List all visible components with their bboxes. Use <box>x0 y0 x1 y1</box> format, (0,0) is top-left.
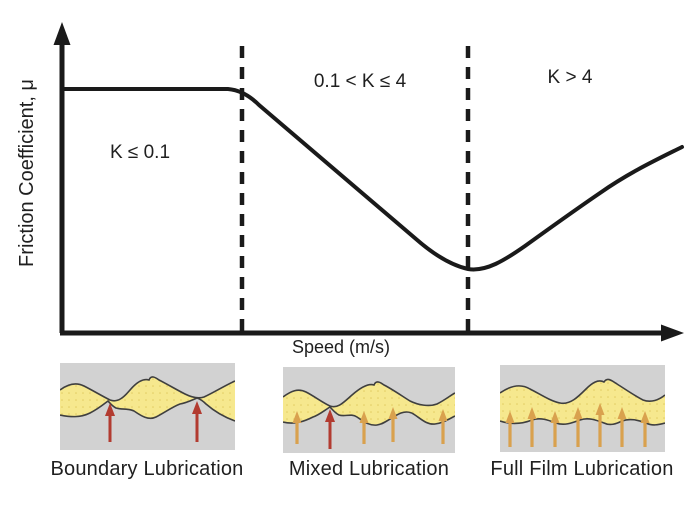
full-film-lubrication-svg <box>499 365 666 452</box>
upper-surface-profile <box>499 378 666 405</box>
x-axis-label: Speed (m/s) <box>292 337 390 357</box>
caption-boundary-lubrication: Boundary Lubrication <box>50 458 244 480</box>
pressure-arrow-head <box>527 407 537 419</box>
pressure-arrow-icon <box>617 407 627 447</box>
pressure-arrow-icon <box>359 411 369 444</box>
mixed-lubrication-illustration <box>282 367 456 453</box>
pressure-arrow-icon <box>640 411 650 447</box>
y-axis-label: Friction Coefficient, μ <box>16 79 38 267</box>
contact-arrow-icon <box>192 401 202 442</box>
upper-surface-profile <box>282 381 456 408</box>
lubricant-band <box>283 381 455 426</box>
pressure-arrow-head <box>617 407 627 419</box>
pressure-arrow-icon <box>505 411 515 447</box>
pressure-arrow-icon <box>388 407 398 442</box>
pressure-arrow-head <box>595 403 605 415</box>
friction-curve <box>60 87 684 272</box>
contact-arrow-head <box>325 409 335 422</box>
region-label-boundary: K ≤ 0.1 <box>110 142 170 163</box>
pressure-arrow-head <box>573 407 583 419</box>
pressure-arrow-head <box>388 407 398 419</box>
caption-full-film-lubrication: Full Film Lubrication <box>490 458 674 480</box>
stribeck-plot: K ≤ 0.1 0.1 < K ≤ 4 K > 4 Speed (m/s) Fr… <box>16 22 684 357</box>
pressure-arrow-head <box>550 411 560 423</box>
contact-arrow-head <box>105 403 115 416</box>
pressure-arrow-head <box>505 411 515 423</box>
pressure-arrow-head <box>640 411 650 423</box>
region-label-full-film: K > 4 <box>548 67 593 88</box>
pressure-arrow-icon <box>573 407 583 447</box>
mixed-lubrication-svg <box>282 367 456 453</box>
pressure-arrow-icon <box>438 409 448 444</box>
contact-arrow-icon <box>325 409 335 449</box>
pressure-arrow-icon <box>595 403 605 447</box>
lower-surface-profile <box>59 397 236 422</box>
pressure-arrow-head <box>359 411 369 423</box>
y-axis-arrowhead-icon <box>53 22 71 45</box>
pressure-arrow-icon <box>292 411 302 444</box>
pressure-arrow-icon <box>527 407 537 447</box>
region-label-mixed: 0.1 < K ≤ 4 <box>314 71 407 92</box>
pressure-arrow-head <box>292 411 302 423</box>
x-axis-arrowhead-icon <box>661 324 684 342</box>
pressure-arrow-icon <box>550 411 560 447</box>
boundary-lubrication-svg <box>59 363 236 450</box>
pressure-arrow-head <box>438 409 448 421</box>
boundary-lubrication-illustration <box>59 363 236 450</box>
contact-arrow-head <box>192 401 202 414</box>
lubricant-band <box>60 376 235 421</box>
contact-arrow-icon <box>105 403 115 442</box>
full-film-lubrication-illustration <box>499 365 666 452</box>
caption-mixed-lubrication: Mixed Lubrication <box>288 458 450 480</box>
